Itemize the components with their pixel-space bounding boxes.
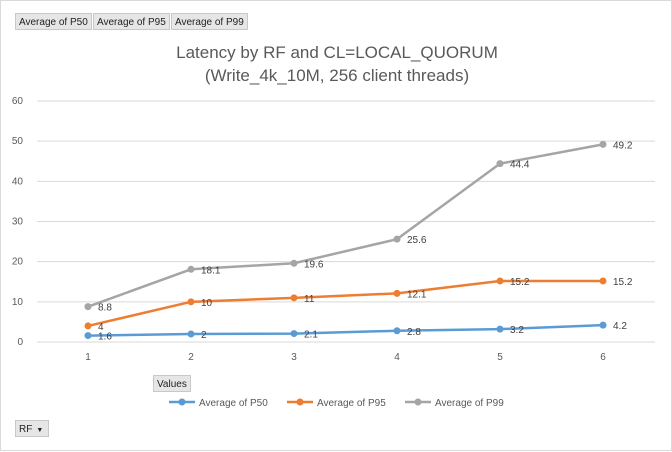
y-tick-label: 30 (12, 217, 24, 228)
data-point (84, 303, 92, 311)
data-point (599, 277, 607, 285)
y-tick-label: 20 (12, 257, 24, 268)
legend-entry: Average of P99 (435, 398, 504, 409)
data-label: 1.6 (98, 332, 112, 343)
data-label: 44.4 (510, 160, 530, 171)
y-tick-label: 60 (12, 96, 24, 107)
data-label: 10 (201, 298, 213, 309)
data-point (393, 235, 401, 243)
data-point (290, 259, 298, 267)
legend-marker (296, 398, 304, 406)
data-label: 11 (304, 294, 315, 305)
field-button-p95[interactable]: Average of P95 (93, 13, 170, 30)
rf-filter-button[interactable]: RF ▼ (15, 420, 49, 437)
x-tick-label: 6 (600, 352, 606, 363)
chart-subtitle: (Write_4k_10M, 256 client threads) (204, 66, 470, 85)
legend-entry: Average of P95 (317, 398, 386, 409)
data-point (599, 140, 607, 148)
data-label: 2 (201, 330, 207, 341)
data-label: 25.6 (407, 235, 427, 246)
data-point (393, 327, 401, 335)
data-point (187, 298, 195, 306)
data-point (496, 325, 504, 333)
chart-title: Latency by RF and CL=LOCAL_QUORUM (176, 43, 498, 62)
data-point (187, 265, 195, 273)
y-tick-label: 40 (12, 176, 24, 187)
data-label: 12.1 (407, 289, 427, 300)
data-label: 2.8 (407, 327, 421, 338)
values-button[interactable]: Values (153, 375, 191, 392)
x-tick-label: 5 (497, 352, 503, 363)
x-tick-label: 2 (188, 352, 194, 363)
data-point (599, 321, 607, 329)
chevron-down-icon: ▼ (36, 427, 44, 434)
data-label: 8.8 (98, 303, 112, 314)
data-label: 4.2 (613, 321, 627, 332)
x-tick-label: 3 (291, 352, 297, 363)
data-point (84, 322, 92, 330)
legend-entry: Average of P50 (199, 398, 268, 409)
data-point (290, 294, 298, 302)
data-label: 4 (98, 322, 104, 333)
y-tick-label: 50 (12, 136, 24, 147)
data-point (496, 160, 504, 168)
series-line-3 (87, 143, 604, 308)
data-label: 15.2 (613, 277, 633, 288)
data-label: 18.1 (201, 265, 221, 276)
data-label: 2.1 (304, 330, 318, 341)
data-label: 49.2 (613, 140, 633, 151)
rf-filter-label: RF (19, 424, 33, 435)
x-tick-label: 4 (394, 352, 400, 363)
field-button-p50[interactable]: Average of P50 (15, 13, 92, 30)
y-tick-label: 0 (17, 337, 23, 348)
data-label: 19.6 (304, 259, 324, 270)
x-tick-label: 1 (85, 352, 91, 363)
data-point (290, 330, 298, 338)
data-point (84, 332, 92, 340)
field-button-p99[interactable]: Average of P99 (171, 13, 248, 30)
data-point (393, 289, 401, 297)
series-line-1 (87, 323, 604, 337)
legend-marker (178, 398, 186, 406)
y-tick-label: 10 (12, 297, 24, 308)
data-label: 3.2 (510, 325, 524, 336)
legend-marker (414, 398, 422, 406)
data-point (187, 330, 195, 338)
series-line-2 (87, 279, 603, 328)
data-label: 15.2 (510, 277, 530, 288)
data-point (496, 277, 504, 285)
